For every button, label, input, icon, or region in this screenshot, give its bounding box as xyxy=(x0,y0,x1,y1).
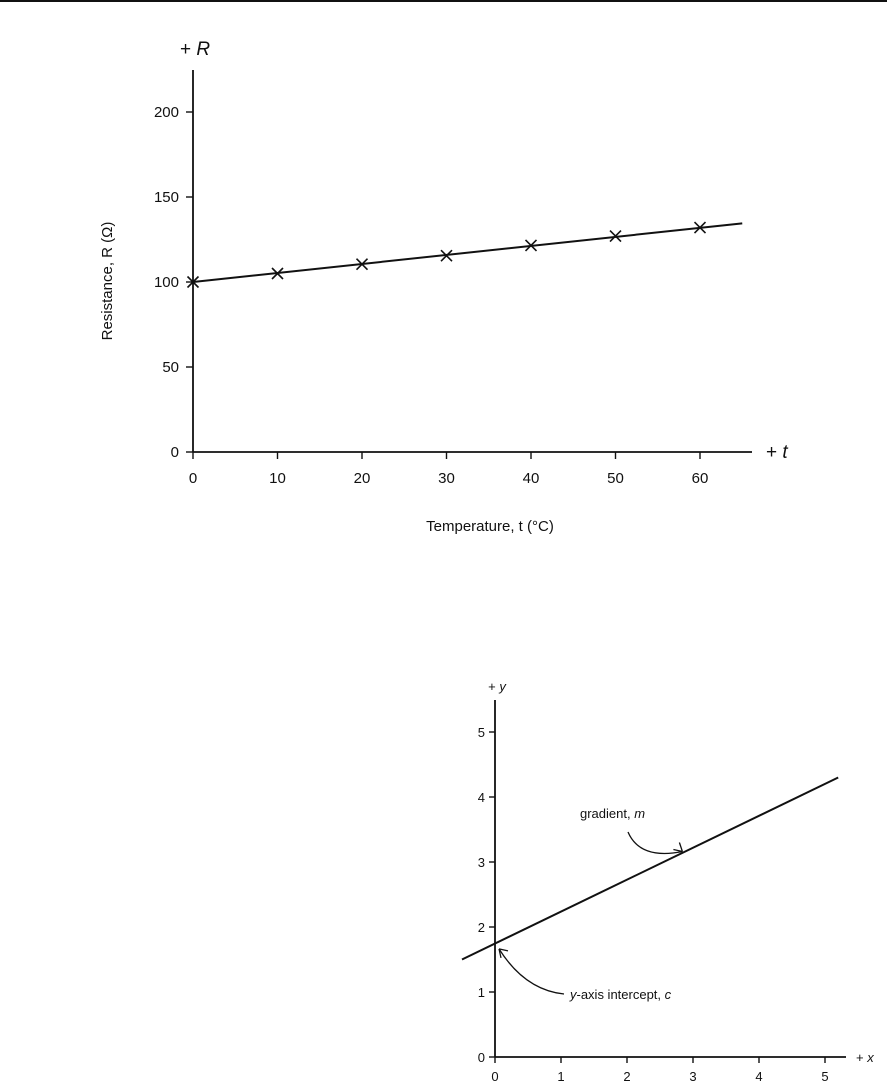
chart-1-point-stroke xyxy=(440,249,453,262)
gradient-label-text: gradient, xyxy=(580,806,634,821)
chart-2-y-tick-label: 4 xyxy=(478,790,485,805)
chart-1-data-point xyxy=(355,258,369,271)
chart-2-x-tick-label: 1 xyxy=(557,1069,564,1084)
chart-2-x-tick-label: 3 xyxy=(689,1069,696,1084)
chart-1-data-point xyxy=(440,249,453,262)
chart-1-point-stroke xyxy=(609,230,622,243)
chart-1-point-stroke xyxy=(693,221,707,234)
chart-2-y-axis-end-label: + y xyxy=(488,679,507,694)
chart-1-y-axis-end-label: + R xyxy=(180,39,210,60)
chart-2-y-tick-label: 2 xyxy=(478,920,485,935)
chart-2-gradient-arrowhead xyxy=(673,842,684,853)
intercept-label-text: -axis intercept, xyxy=(577,987,665,1002)
axis-end-symbol: R xyxy=(196,39,210,60)
chart-1-x-axis-end-label: + t xyxy=(766,442,788,463)
chart-1-x-tick-label: 60 xyxy=(692,470,709,487)
chart-2-gradient-arrow xyxy=(627,831,683,855)
chart-1-y-axis-title: Resistance, R (Ω) xyxy=(99,222,116,341)
chart-1-y-tick-label: 50 xyxy=(162,359,179,376)
resistance-temperature-chart: 0 50 100 150 200 0 10 20 30 40 50 60 + R + t Temper… xyxy=(99,39,788,535)
chart-1-y-tick-label: 100 xyxy=(154,274,179,291)
chart-1-fit-line xyxy=(192,222,743,283)
chart-1-x-tick-label: 40 xyxy=(523,470,540,487)
chart-1-data-point xyxy=(271,267,284,280)
chart-2-line xyxy=(461,776,839,961)
chart-2-x-axis-end-label: + x xyxy=(856,1050,874,1065)
chart-1-x-tick-label: 0 xyxy=(189,470,197,487)
chart-1-y-tick-label: 150 xyxy=(154,189,179,206)
axis-end-symbol: y xyxy=(498,679,507,694)
axis-end-sign: + xyxy=(488,679,499,694)
chart-2-x-tick-label: 4 xyxy=(755,1069,762,1084)
chart-1-point-stroke xyxy=(271,267,284,280)
chart-1-ticks: 0 50 100 150 200 0 10 20 30 40 50 60 xyxy=(154,104,708,487)
chart-1-x-tick-label: 10 xyxy=(269,470,286,487)
axis-end-sign: + xyxy=(856,1050,867,1065)
chart-2-intercept-label: y-axis intercept, c xyxy=(569,987,672,1002)
chart-1-point-stroke xyxy=(186,275,200,289)
chart-2-axes xyxy=(494,700,846,1058)
chart-2-intercept-arrow xyxy=(498,948,565,995)
chart-1-x-tick-label: 20 xyxy=(354,470,371,487)
chart-1-points xyxy=(186,221,707,289)
chart-1-y-tick-label: 200 xyxy=(154,104,179,121)
chart-1-data-point xyxy=(186,275,200,289)
chart-1-fit-line-group xyxy=(192,222,743,283)
chart-2-x-tick-label: 2 xyxy=(623,1069,630,1084)
chart-1-x-tick-label: 50 xyxy=(607,470,624,487)
chart-2-annotations: gradient, m y-axis intercept, c xyxy=(498,806,684,1002)
intercept-label-axis-symbol: y xyxy=(569,987,578,1002)
chart-1-y-tick-label: 0 xyxy=(171,444,179,461)
chart-1-data-point xyxy=(524,239,538,252)
chart-2-y-tick-label: 3 xyxy=(478,855,485,870)
intercept-label-symbol: c xyxy=(665,987,672,1002)
chart-2-ticks: 0 1 2 3 4 5 0 1 2 3 4 5 xyxy=(478,725,829,1084)
axis-end-symbol: t xyxy=(782,442,788,463)
chart-1-data-point xyxy=(693,221,707,234)
chart-1-x-tick-label: 30 xyxy=(438,470,455,487)
axis-end-sign: + xyxy=(766,442,782,463)
axis-end-sign: + xyxy=(180,39,196,60)
chart-2-y-tick-label: 0 xyxy=(478,1050,485,1065)
chart-2-line-group xyxy=(461,776,839,961)
axis-end-symbol: x xyxy=(866,1050,874,1065)
chart-1-point-stroke xyxy=(524,239,538,252)
gradient-label-symbol: m xyxy=(634,806,645,821)
chart-1-data-point xyxy=(609,230,622,243)
chart-1-point-stroke xyxy=(355,258,369,271)
chart-2-y-tick-label: 5 xyxy=(478,725,485,740)
chart-2-gradient-label: gradient, m xyxy=(580,806,645,821)
top-rule xyxy=(0,0,887,2)
chart-2-intercept-arrowhead xyxy=(498,948,509,959)
chart-1-x-axis-title: Temperature, t (°C) xyxy=(426,518,554,535)
chart-2-x-tick-label: 5 xyxy=(821,1069,828,1084)
chart-1-axes xyxy=(192,70,752,453)
chart-2-x-tick-label: 0 xyxy=(491,1069,498,1084)
chart-2-y-tick-label: 1 xyxy=(478,985,485,1000)
